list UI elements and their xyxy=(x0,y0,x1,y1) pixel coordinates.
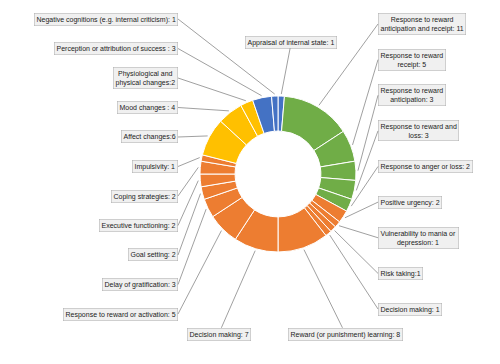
svg-text:Perception or attribution of s: Perception or attribution of success : 3 xyxy=(57,45,176,53)
svg-text:Affect changes:6: Affect changes:6 xyxy=(124,133,176,141)
svg-text:Impulsivity: 1: Impulsivity: 1 xyxy=(135,163,176,171)
svg-text:Vulnerability to mania ordepre: Vulnerability to mania ordepression: 1 xyxy=(381,230,457,247)
svg-text:Response to rewardanticipation: Response to rewardanticipation: 3 xyxy=(381,87,444,104)
svg-text:Goal setting: 2: Goal setting: 2 xyxy=(131,251,176,259)
svg-text:Appraisal of internal state: 1: Appraisal of internal state: 1 xyxy=(248,39,335,47)
svg-text:Executive functioning: 2: Executive functioning: 2 xyxy=(102,222,176,230)
svg-text:Response to reward or activati: Response to reward or activation: 5 xyxy=(66,311,176,319)
svg-text:Positive urgency: 2: Positive urgency: 2 xyxy=(381,199,440,207)
svg-text:Response to rewardanticipation: Response to rewardanticipation and recei… xyxy=(381,16,464,33)
svg-text:Response to anger or loss: 2: Response to anger or loss: 2 xyxy=(381,163,471,171)
svg-text:Risk taking:1: Risk taking:1 xyxy=(381,270,421,278)
svg-text:Coping strategies: 2: Coping strategies: 2 xyxy=(114,193,176,201)
svg-text:Decision making: 7: Decision making: 7 xyxy=(190,331,249,339)
svg-text:Physiological andphysical chan: Physiological andphysical changes:2 xyxy=(116,70,176,87)
svg-text:Response to rewardreceipt: 5: Response to rewardreceipt: 5 xyxy=(381,52,444,69)
svg-text:Delay of gratification: 3: Delay of gratification: 3 xyxy=(105,281,176,289)
svg-text:Negative cognitions (e.g. inte: Negative cognitions (e.g. internal criti… xyxy=(37,16,176,24)
svg-text:Mood changes : 4: Mood changes : 4 xyxy=(120,104,176,112)
svg-text:Decision making: 1: Decision making: 1 xyxy=(381,306,440,314)
svg-text:Reward (or punishment) learnin: Reward (or punishment) learning: 8 xyxy=(291,331,401,339)
svg-text:Response to reward andloss: 3: Response to reward andloss: 3 xyxy=(381,123,457,139)
